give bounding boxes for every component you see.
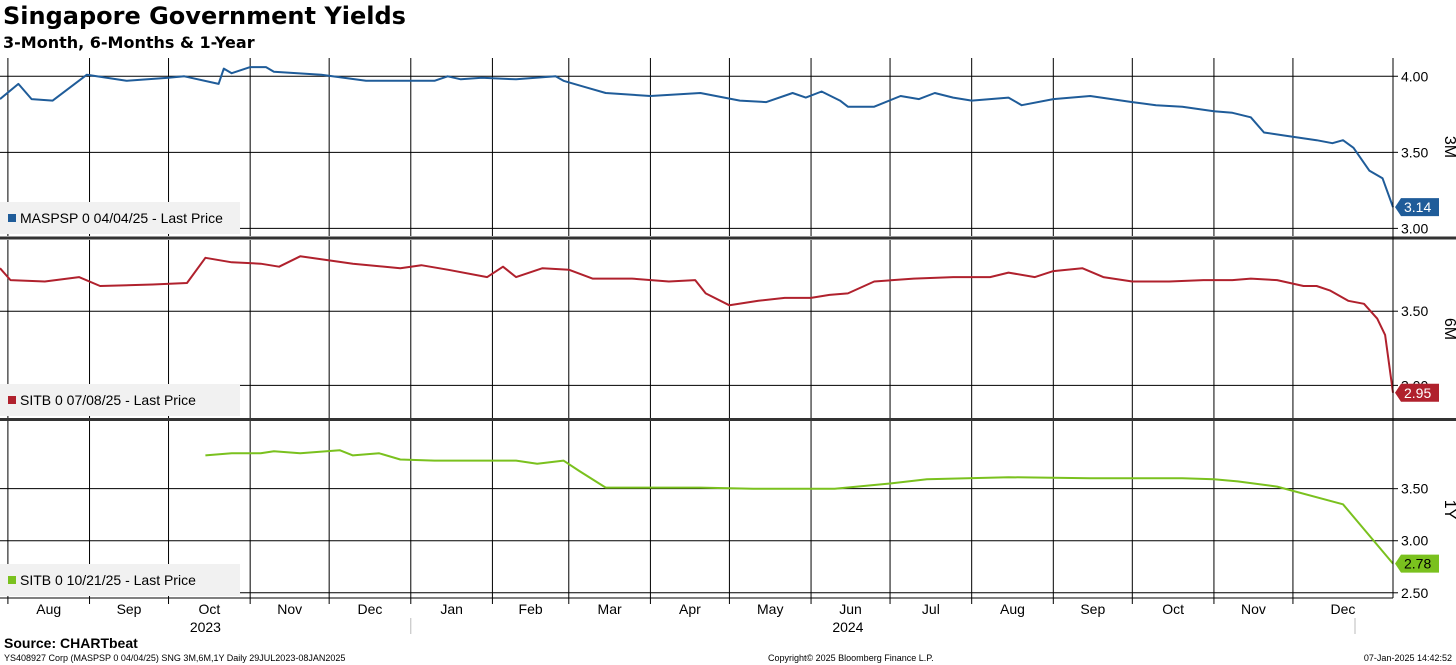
- legend-swatch: [8, 576, 16, 584]
- y-tick-label: 2.50: [1401, 585, 1428, 601]
- last-price-value: 2.78: [1404, 556, 1431, 572]
- x-tick-label: Aug: [36, 601, 61, 617]
- x-tick-label: Nov: [277, 601, 302, 617]
- axis-layer: 4.00 3.50 3.00 3.14 3M MASPSP 0 04/04/25 - La…: [0, 58, 1456, 635]
- chart-subtitle: 3-Month, 6-Months & 1-Year: [3, 33, 255, 52]
- last-price-tag: [1395, 554, 1439, 573]
- last-price-tag: [1395, 198, 1439, 217]
- legend-box: [0, 384, 240, 416]
- source-note: Source: CHARTbeat: [4, 635, 138, 651]
- footer-ticker-info: YS408927 Corp (MASPSP 0 04/04/25) SNG 3M…: [4, 653, 346, 663]
- legend-label: SITB 0 10/21/25 - Last Price: [20, 572, 196, 588]
- last-price-value: 3.14: [1404, 199, 1431, 215]
- series-line-3M: [0, 66, 1394, 208]
- legend-label: SITB 0 07/08/25 - Last Price: [20, 392, 196, 408]
- x-tick-label: Dec: [1331, 601, 1356, 617]
- x-tick-label: Dec: [358, 601, 383, 617]
- y-tick-label: 3.50: [1401, 481, 1428, 497]
- grid-layer: [0, 58, 1393, 598]
- series-line-6M: [0, 255, 1394, 393]
- x-tick-label: Sep: [1080, 601, 1105, 617]
- series-layer: [0, 66, 1394, 565]
- last-price-tag: [1395, 383, 1439, 402]
- x-tick-label: Sep: [117, 601, 142, 617]
- x-tick-label: Feb: [519, 601, 543, 617]
- x-tick-label: Nov: [1241, 601, 1266, 617]
- x-year-label: 2024: [832, 619, 863, 635]
- legend-swatch: [8, 396, 16, 404]
- legend-swatch: [8, 214, 16, 222]
- footer-copyright: Copyright© 2025 Bloomberg Finance L.P.: [768, 653, 934, 663]
- x-tick-label: Aug: [1000, 601, 1025, 617]
- panel-axis-label: 1Y: [1441, 500, 1456, 520]
- x-tick-label: Jun: [839, 601, 862, 617]
- x-tick-label: Jan: [440, 601, 463, 617]
- y-tick-label: 3.50: [1401, 144, 1428, 160]
- x-tick-label: Apr: [679, 601, 701, 617]
- series-line-1Y: [205, 449, 1394, 565]
- y-tick-label: 3.50: [1401, 303, 1428, 319]
- x-year-label: 2023: [190, 619, 221, 635]
- panel-axis-label: 3M: [1441, 136, 1456, 158]
- x-tick-label: Mar: [598, 601, 622, 617]
- x-tick-label: Oct: [1162, 601, 1184, 617]
- y-tick-label: 3.00: [1401, 533, 1428, 549]
- x-tick-label: Jul: [922, 601, 940, 617]
- legend-label: MASPSP 0 04/04/25 - Last Price: [20, 210, 223, 226]
- y-tick-label: 3.00: [1401, 220, 1428, 236]
- legend-box: [0, 564, 240, 596]
- y-tick-label: 4.00: [1401, 68, 1428, 84]
- x-tick-label: May: [757, 601, 783, 617]
- x-tick-label: Oct: [198, 601, 220, 617]
- panel-axis-label: 6M: [1441, 318, 1456, 340]
- last-price-value: 2.95: [1404, 385, 1431, 401]
- legend-box: [0, 202, 240, 234]
- chart-title: Singapore Government Yields: [3, 2, 406, 30]
- footer-timestamp: 07-Jan-2025 14:42:52: [1363, 653, 1452, 663]
